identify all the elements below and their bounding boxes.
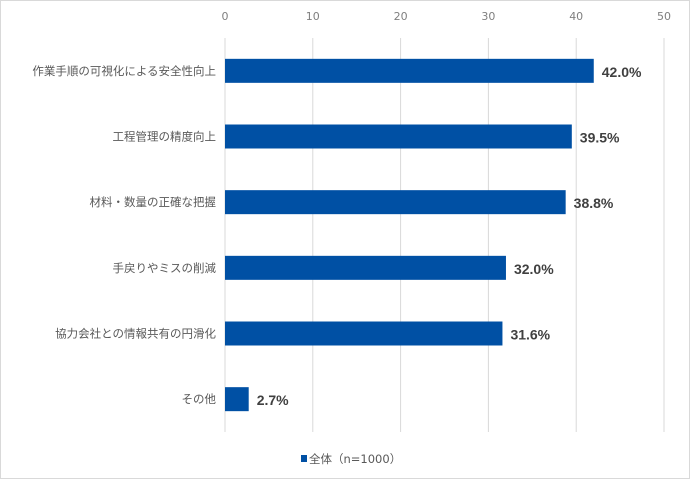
data-label: 42.0% [602,64,642,80]
bar [225,321,503,346]
data-label: 31.6% [510,327,550,343]
x-tick-label: 50 [657,10,671,23]
category-label: 作業手順の可視化による安全性向上 [32,64,216,78]
data-label: 32.0% [514,261,554,277]
bar [225,387,249,412]
category-label: 協力会社との情報共有の円滑化 [55,327,216,341]
x-tick-label: 30 [481,10,495,23]
data-label: 39.5% [580,130,620,146]
x-tick-label: 0 [222,10,229,23]
category-label: 手戻りやミスの削減 [113,261,217,275]
bar [225,124,572,149]
x-tick-label: 40 [569,10,583,23]
data-label: 38.8% [574,195,614,211]
category-label: 材料・数量の正確な把握 [90,195,217,209]
x-tick-label: 20 [394,10,408,23]
legend-swatch [301,455,307,462]
category-label: その他 [182,392,217,406]
bar [225,58,594,83]
category-label: 工程管理の精度向上 [113,130,217,144]
data-label: 2.7% [257,392,289,408]
legend-label: 全体（n=1000） [309,452,401,466]
bar [225,190,566,215]
x-tick-label: 10 [306,10,320,23]
bar [225,255,506,280]
